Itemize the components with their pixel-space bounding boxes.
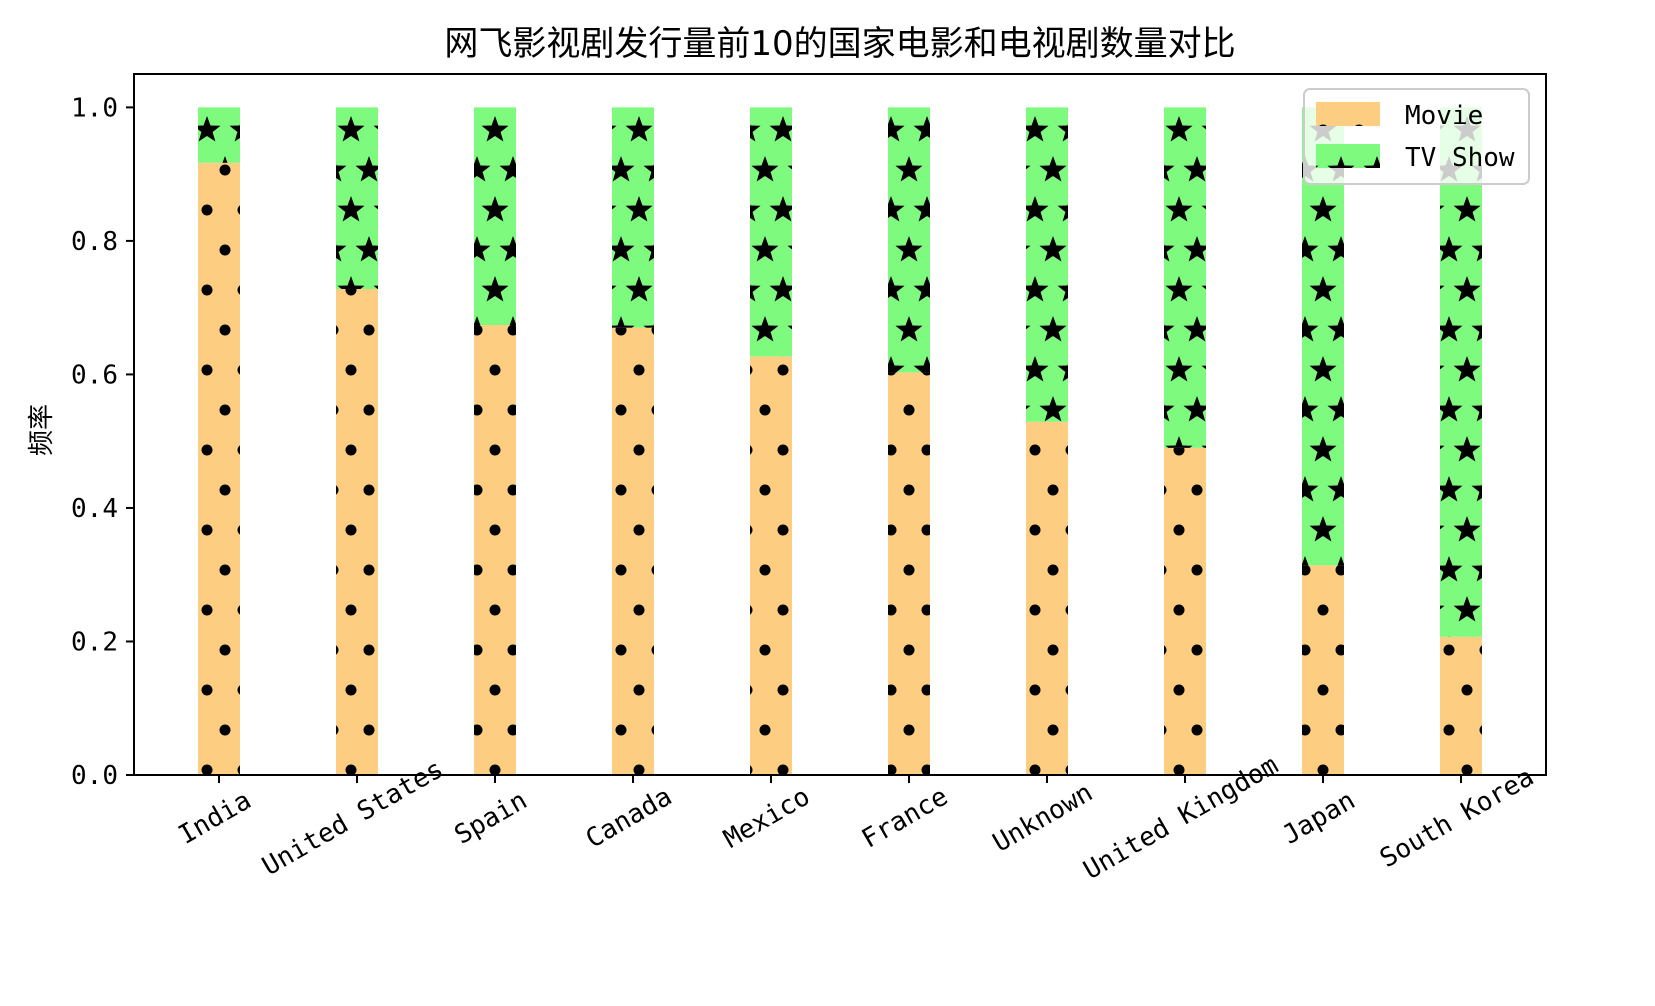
- bar-movie-united-states: [336, 288, 378, 775]
- bar-tv-show-united-states: [336, 107, 378, 289]
- bar-movie-india: [198, 162, 240, 775]
- bar-movie-spain: [474, 325, 516, 775]
- y-tick-label: 0.2: [71, 627, 118, 657]
- bar-movie-unknown: [1026, 421, 1068, 775]
- bar-tv-show-france: [888, 107, 930, 373]
- x-tick-label-unknown: Unknown: [988, 778, 1098, 859]
- bar-movie-south-korea: [1440, 636, 1482, 775]
- plot-frame: [133, 73, 1547, 776]
- y-tick-label: 1.0: [71, 93, 118, 123]
- legend-label-tvshow: TV Show: [1405, 143, 1515, 173]
- x-tick-label-spain: Spain: [450, 786, 533, 851]
- bar-tv-show-south-korea: [1440, 107, 1482, 637]
- bar-tv-show-canada: [612, 107, 654, 328]
- x-tick-label-mexico: Mexico: [719, 782, 815, 855]
- bars-group: [198, 107, 1482, 775]
- y-axis-ticks: 0.0 0.2 0.4 0.6 0.8 1.0: [71, 93, 134, 791]
- x-tick-label-canada: Canada: [581, 782, 677, 855]
- bar-tv-show-india: [198, 107, 240, 163]
- bar-movie-mexico: [750, 356, 792, 775]
- bar-tv-show-mexico: [750, 107, 792, 357]
- y-axis-label: 频率: [27, 404, 57, 456]
- bar-tv-show-united-kingdom: [1164, 107, 1206, 448]
- bar-movie-france: [888, 372, 930, 775]
- chart-title: 网飞影视剧发行量前10的国家电影和电视剧数量对比: [444, 24, 1235, 64]
- bar-movie-japan: [1302, 565, 1344, 775]
- x-tick-label-france: France: [857, 782, 953, 855]
- x-tick-label-india: India: [174, 786, 257, 851]
- axes-group: [133, 73, 1547, 776]
- legend-label-movie: Movie: [1405, 101, 1483, 131]
- legend-swatch-tvshow: [1316, 144, 1380, 168]
- y-tick-label: 0.8: [71, 227, 118, 257]
- bar-movie-united-kingdom: [1164, 447, 1206, 775]
- y-tick-label: 0.4: [71, 494, 118, 524]
- bar-tv-show-unknown: [1026, 107, 1068, 422]
- legend: Movie TV Show: [1303, 88, 1530, 185]
- x-tick-label-south-korea: South Korea: [1375, 762, 1539, 874]
- bar-movie-canada: [612, 327, 654, 775]
- y-tick-label: 0.6: [71, 360, 118, 390]
- x-tick-label-japan: Japan: [1278, 786, 1361, 851]
- y-tick-label: 0.0: [71, 761, 118, 791]
- legend-swatch-movie: [1316, 102, 1380, 126]
- bar-tv-show-spain: [474, 107, 516, 326]
